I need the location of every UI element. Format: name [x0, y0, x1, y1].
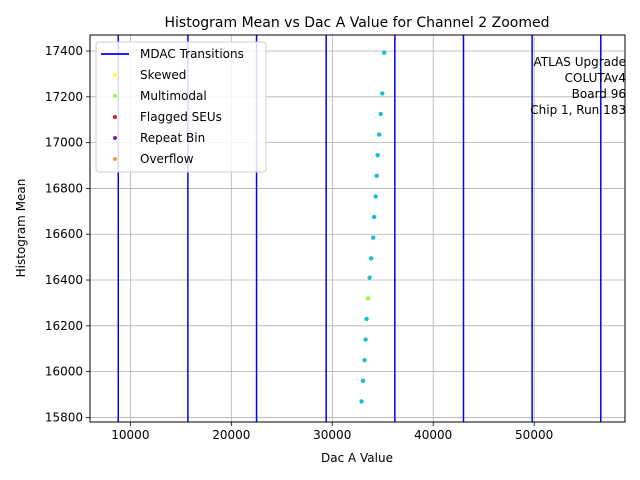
data-point	[382, 50, 387, 55]
x-tick-label: 10000	[111, 428, 149, 442]
data-point	[368, 256, 374, 261]
legend-box	[95, 41, 267, 173]
x-tick-label: 20000	[212, 428, 250, 442]
y-axis-ticks: 15800 16000 16200 16400 16600 16800 17000 17200…	[45, 44, 90, 424]
data-point	[380, 91, 385, 96]
x-axis-ticks: 10000 20000 30000 40000 50000	[111, 422, 553, 442]
x-axis-label: Dac A Value	[321, 451, 393, 465]
data-point	[374, 173, 379, 179]
y-tick-label: 17200	[45, 90, 83, 104]
annotation-line: Chip 1, Run 183	[530, 103, 626, 117]
annotation-line: COLUTAv4	[565, 71, 626, 85]
x-tick-label: 30000	[313, 428, 351, 442]
data-point	[364, 316, 369, 322]
x-tick-label: 40000	[414, 428, 452, 442]
legend-label: Flagged SEUs	[140, 110, 222, 124]
x-tick-label: 50000	[515, 428, 553, 442]
data-point	[370, 235, 376, 240]
legend-point-swatch	[113, 94, 117, 98]
legend-label: Multimodal	[140, 89, 207, 103]
legend-point-swatch	[113, 157, 117, 161]
data-point	[363, 337, 368, 342]
legend-label: Skewed	[140, 68, 186, 82]
multimodal-point	[365, 296, 371, 301]
annotation-line: Board 96	[572, 87, 626, 101]
legend-point-swatch	[113, 136, 117, 140]
data-point	[362, 357, 367, 363]
y-tick-label: 16000	[45, 365, 83, 379]
y-tick-label: 16800	[45, 181, 83, 195]
data-point	[377, 132, 382, 137]
y-tick-label: 16400	[45, 273, 83, 287]
legend-point-swatch	[113, 115, 117, 119]
legend-label: MDAC Transitions	[140, 47, 244, 61]
y-tick-label: 16600	[45, 227, 83, 241]
y-tick-label: 15800	[45, 410, 83, 424]
legend-point-swatch	[113, 73, 117, 77]
data-point	[360, 378, 366, 383]
data-point	[359, 399, 364, 404]
data-points	[359, 50, 387, 404]
data-point	[375, 153, 380, 158]
data-point	[378, 111, 383, 117]
plot-frame	[89, 34, 626, 423]
y-axis-label: Histogram Mean	[14, 179, 28, 278]
legend: MDAC Transitions Skewed Multimodal Flagged …	[95, 41, 267, 173]
legend-label: Overflow	[140, 152, 194, 166]
annotation-line: ATLAS Upgrade	[533, 55, 626, 69]
data-point	[371, 214, 377, 220]
y-tick-label: 17400	[45, 44, 83, 58]
chart-title: Histogram Mean vs Dac A Value for Channe…	[165, 15, 550, 31]
y-tick-label: 17000	[45, 136, 83, 150]
y-tick-label: 16200	[45, 319, 83, 333]
data-point	[373, 194, 378, 199]
data-point	[367, 275, 372, 280]
annotation: ATLAS Upgrade COLUTAv4 Board 96 Chip 1, Run…	[530, 55, 626, 117]
legend-label: Repeat Bin	[140, 131, 205, 145]
